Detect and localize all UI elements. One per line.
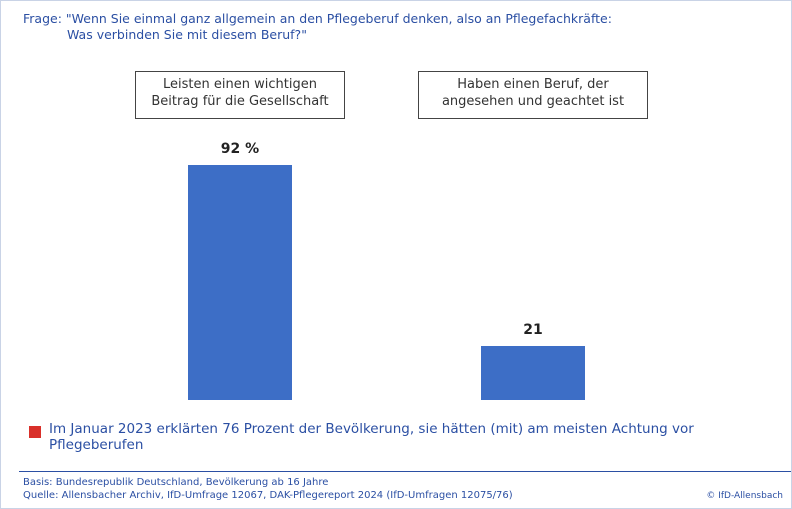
value-label: 21 <box>523 322 543 339</box>
basis: Basis: Bundesrepublik Deutschland, Bevöl… <box>23 477 329 488</box>
note-marker <box>29 426 41 438</box>
bar <box>188 165 292 400</box>
value-label: 92 % <box>220 141 260 158</box>
source: Quelle: Allensbacher Archiv, IfD-Umfrage… <box>23 490 513 501</box>
category-box: Leisten einen wichtigen Beitrag für die … <box>135 71 345 119</box>
note: Im Januar 2023 erklärten 76 Prozent der … <box>49 421 694 453</box>
chart-title: Frage: "Wenn Sie einmal ganz allgemein a… <box>23 11 612 26</box>
copyright: © IfD-Allensbach <box>706 491 783 501</box>
bar <box>481 346 585 400</box>
category-box: Haben einen Beruf, der angesehen und gea… <box>418 71 648 119</box>
separator <box>19 471 791 472</box>
chart-subtitle: Was verbinden Sie mit diesem Beruf?" <box>67 27 307 42</box>
